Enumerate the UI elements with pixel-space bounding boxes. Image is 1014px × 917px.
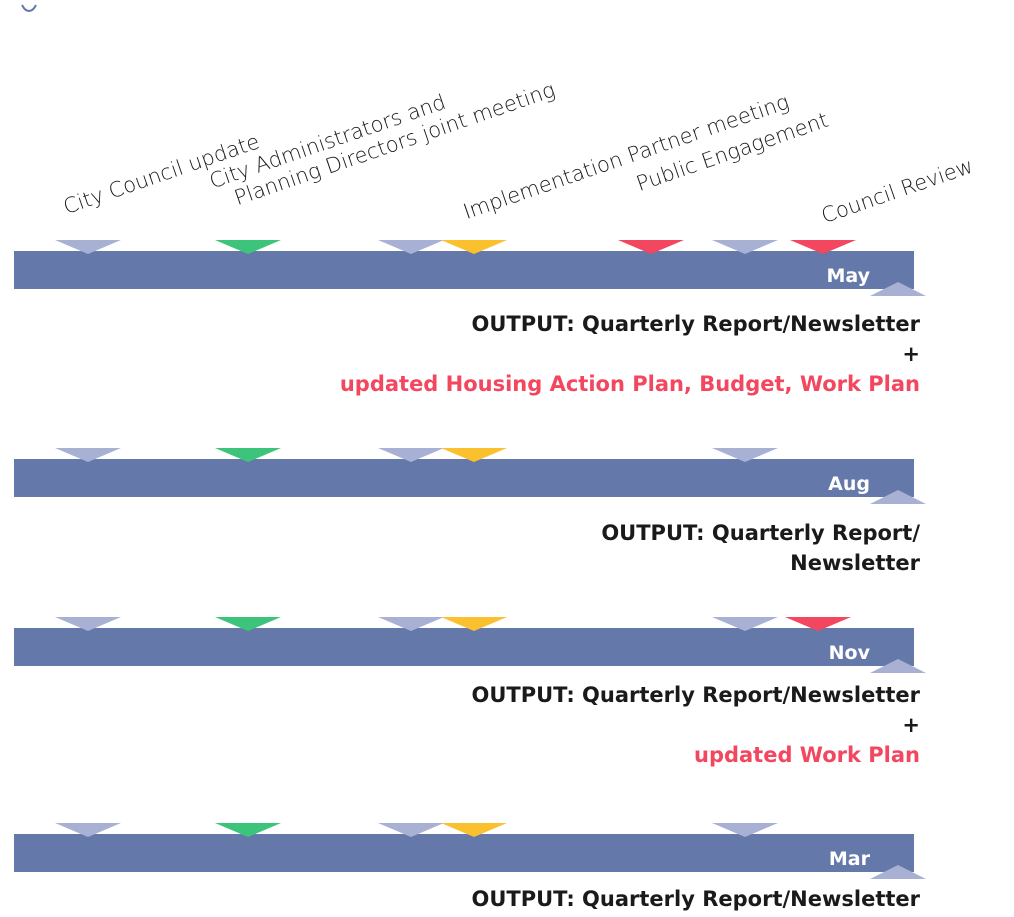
marker-public-engagement-may	[618, 240, 684, 254]
marker-joint-meeting-aug	[215, 448, 281, 462]
output-mar: OUTPUT: Quarterly Report/Newsletter	[471, 887, 921, 911]
marker-joint-meeting-nov	[215, 617, 281, 631]
output-aug: OUTPUT: Quarterly Report/ Newsletter	[601, 521, 920, 575]
chevron-up-icon	[870, 865, 926, 879]
marker-implementation-partner-may	[441, 240, 507, 254]
marker-implementation-partner-aug	[441, 448, 507, 462]
marker-city-council-update-aug	[378, 448, 444, 462]
marker-city-council-update-mar	[55, 823, 121, 837]
output-may: OUTPUT: Quarterly Report/Newsletter + up…	[339, 312, 920, 396]
marker-city-council-update-mar	[378, 823, 444, 837]
marker-implementation-partner-nov	[441, 617, 507, 631]
marker-council-review-nov	[785, 617, 851, 631]
timeline-bar-nov: Nov	[14, 628, 914, 666]
month-label: May	[826, 265, 870, 287]
marker-city-council-update-may	[55, 240, 121, 254]
column-label-council-review: Council Review	[818, 153, 977, 228]
marker-city-council-update-may	[712, 240, 778, 254]
month-label: Mar	[828, 848, 870, 870]
output-nov: OUTPUT: Quarterly Report/Newsletter + up…	[471, 683, 921, 767]
chevron-up-icon	[870, 282, 926, 296]
marker-city-council-update-mar	[712, 823, 778, 837]
month-label: Aug	[828, 473, 870, 495]
timeline-bar-aug: Aug	[14, 459, 914, 497]
chevron-up-icon	[870, 490, 926, 504]
chevron-up-icon	[870, 659, 926, 673]
logo-icon	[0, 0, 40, 12]
marker-city-council-update-nov	[712, 617, 778, 631]
marker-city-council-update-aug	[712, 448, 778, 462]
timeline-bar-may: May	[14, 251, 914, 289]
month-label: Nov	[828, 642, 870, 664]
marker-city-council-update-nov	[55, 617, 121, 631]
marker-city-council-update-may	[378, 240, 444, 254]
marker-city-council-update-aug	[55, 448, 121, 462]
timeline-bar-mar: Mar	[14, 834, 914, 872]
marker-implementation-partner-mar	[441, 823, 507, 837]
marker-council-review-may	[790, 240, 856, 254]
marker-joint-meeting-mar	[215, 823, 281, 837]
marker-city-council-update-nov	[378, 617, 444, 631]
marker-joint-meeting-may	[215, 240, 281, 254]
